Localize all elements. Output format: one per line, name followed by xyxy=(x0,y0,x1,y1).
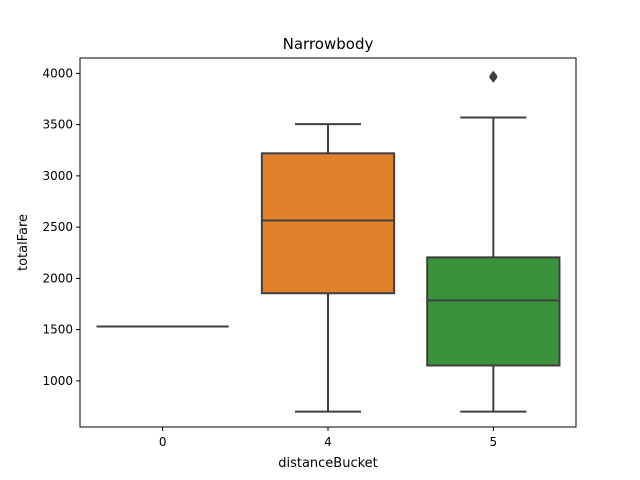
x-tick-label-5: 5 xyxy=(490,435,498,449)
y-tick-label-2000: 2000 xyxy=(42,271,73,285)
y-tick-label-1000: 1000 xyxy=(42,374,73,388)
x-tick-label-4: 4 xyxy=(324,435,332,449)
y-tick-label-4000: 4000 xyxy=(42,66,73,80)
outlier-point-5-1 xyxy=(489,70,498,82)
chart-title: Narrowbody xyxy=(283,35,374,53)
y-axis: 1000 1500 2000 2500 3000 3500 4000 xyxy=(42,66,80,388)
y-tick-label-2500: 2500 xyxy=(42,220,73,234)
x-axis-label: distanceBucket xyxy=(278,456,378,471)
box-group-5 xyxy=(426,70,561,413)
y-axis-label: totalFare xyxy=(16,214,31,271)
box-5 xyxy=(426,256,561,367)
y-tick-label-1500: 1500 xyxy=(42,323,73,337)
y-tick-label-3500: 3500 xyxy=(42,118,73,132)
x-tick-label-0: 0 xyxy=(159,435,167,449)
y-tick-label-3000: 3000 xyxy=(42,169,73,183)
box-group-4 xyxy=(260,123,396,413)
x-axis: 0 4 5 xyxy=(159,427,497,449)
box-4 xyxy=(260,152,396,295)
chart-marks xyxy=(96,70,561,413)
